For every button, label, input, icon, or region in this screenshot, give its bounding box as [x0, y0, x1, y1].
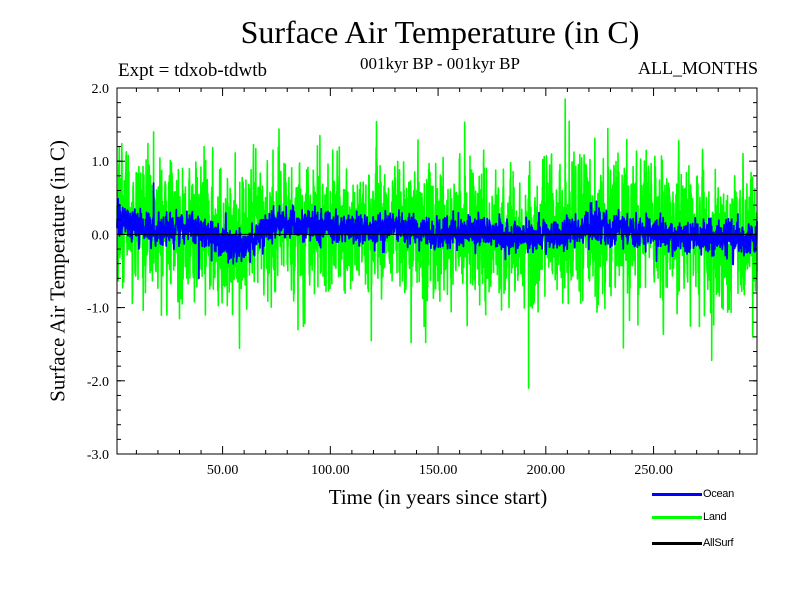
legend-entry-allsurf: AllSurf: [652, 537, 734, 549]
legend-label-allsurf: AllSurf: [703, 537, 734, 549]
y-tick-label: 0.0: [92, 228, 110, 243]
series-line-land: [116, 98, 758, 389]
y-tick-label: -1.0: [87, 302, 109, 317]
period-label: 001kyr BP - 001kyr BP: [360, 54, 520, 73]
x-tick-label: 50.00: [207, 463, 239, 478]
season-label: ALL_MONTHS: [638, 58, 758, 78]
legend-entry-ocean: Ocean: [652, 488, 734, 500]
x-tick-label: 250.00: [634, 463, 673, 478]
plot-frame: [116, 87, 758, 455]
series-line-ocean: [116, 182, 758, 280]
x-tick-label: 200.00: [527, 463, 566, 478]
y-tick-label: 1.0: [92, 155, 110, 170]
y-tick-label: 2.0: [92, 82, 110, 97]
legend-swatch-land: [652, 515, 702, 519]
legend-entry-land: Land: [652, 511, 727, 523]
legend-swatch-ocean: [652, 492, 702, 496]
x-tick-label: 100.00: [311, 463, 350, 478]
x-axis-label: Time (in years since start): [328, 485, 548, 509]
legend-swatch-allsurf: [652, 541, 702, 545]
y-tick-label: -3.0: [87, 448, 109, 463]
legend-label-ocean: Ocean: [703, 488, 734, 500]
experiment-label: Expt = tdxob-tdwtb: [118, 60, 267, 81]
x-tick-label: 150.00: [419, 463, 458, 478]
legend-label-land: Land: [703, 511, 727, 523]
chart-title: Surface Air Temperature (in C): [240, 14, 640, 50]
y-tick-label: -2.0: [87, 375, 109, 390]
